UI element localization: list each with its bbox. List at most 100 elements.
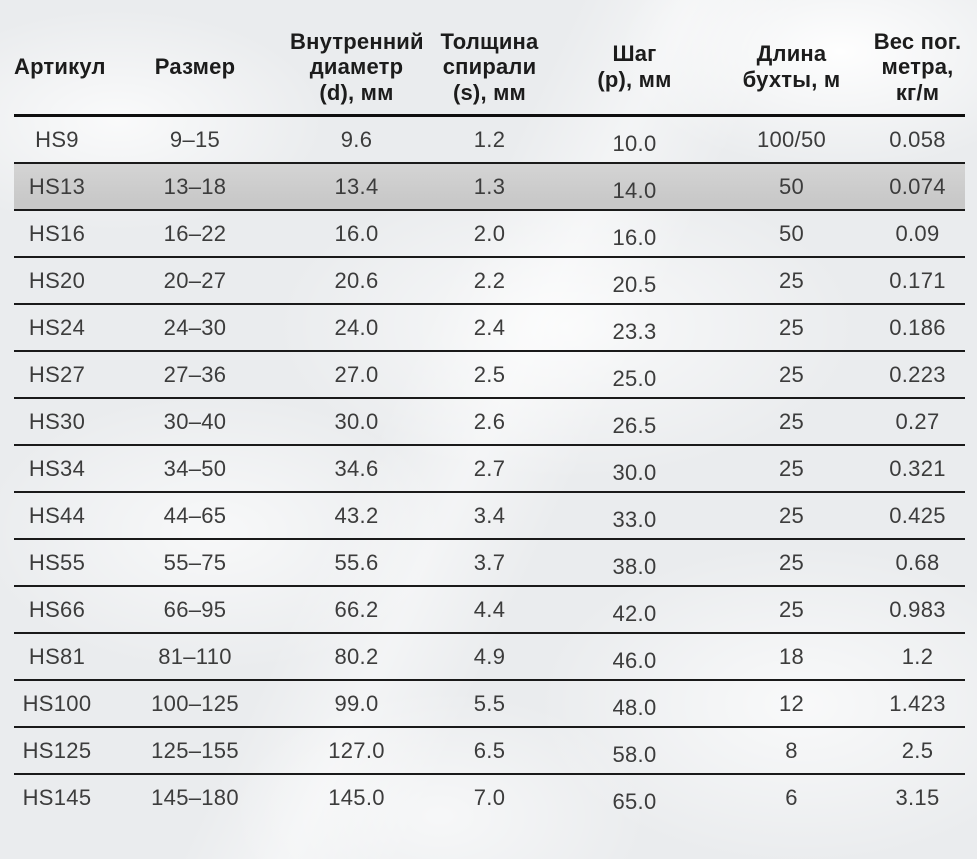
header-coil-length: Длина бухты, м [713, 20, 870, 117]
cell-spiral-thickness: 2.2 [423, 257, 556, 305]
cell-article: HS34 [14, 445, 100, 493]
cell-value: HS34 [28, 455, 86, 481]
cell-value: HS13 [28, 173, 86, 199]
cell-weight: 0.27 [870, 398, 965, 446]
cell-value: 3.7 [473, 549, 506, 575]
cell-value: 16–22 [163, 220, 227, 246]
cell-value: 50 [778, 173, 805, 199]
cell-inner-diameter: 127.0 [290, 727, 423, 775]
cell-value: 58.0 [612, 741, 657, 767]
cell-weight: 0.68 [870, 539, 965, 587]
table-header: Артикул Размер Внутренний диаметр (d), м… [14, 20, 965, 117]
cell-weight: 0.186 [870, 304, 965, 352]
cell-weight: 0.425 [870, 492, 965, 540]
cell-value: 8 [785, 737, 798, 763]
cell-coil-length: 25 [713, 445, 870, 493]
table-row: HS20 20–27 20.6 2.2 20.5 25 0.171 [14, 257, 965, 305]
cell-spiral-thickness: 2.0 [423, 210, 556, 258]
cell-value: 25 [778, 361, 805, 387]
cell-spiral-thickness: 7.0 [423, 774, 556, 820]
header-inner-diameter: Внутренний диаметр (d), мм [290, 20, 424, 117]
cell-article: HS44 [14, 492, 100, 540]
cell-value: 3.4 [473, 502, 506, 528]
cell-value: HS145 [22, 784, 92, 810]
cell-inner-diameter: 43.2 [290, 492, 423, 540]
cell-value: 18 [778, 643, 805, 669]
cell-value: 2.4 [473, 314, 506, 340]
cell-inner-diameter: 55.6 [290, 539, 423, 587]
table-row: HS145 145–180 145.0 7.0 65.0 6 3.15 [14, 774, 965, 820]
cell-value: HS30 [28, 408, 86, 434]
cell-value: 43.2 [334, 502, 379, 528]
cell-article: HS81 [14, 633, 100, 681]
cell-article: HS24 [14, 304, 100, 352]
cell-value: 81–110 [158, 643, 232, 669]
cell-coil-length: 12 [713, 680, 870, 728]
cell-value: 14.0 [612, 177, 657, 203]
cell-value: 9–15 [169, 126, 221, 152]
header-pitch: Шаг (p), мм [556, 20, 713, 117]
cell-article: HS9 [14, 115, 100, 164]
cell-value: 145.0 [328, 784, 385, 810]
cell-inner-diameter: 27.0 [290, 351, 423, 399]
cell-value: 0.171 [889, 267, 946, 293]
cell-coil-length: 25 [713, 351, 870, 399]
cell-pitch: 46.0 [556, 633, 713, 681]
cell-value: 1.2 [901, 643, 934, 669]
cell-spiral-thickness: 6.5 [423, 727, 556, 775]
cell-value: 66.2 [334, 596, 379, 622]
cell-coil-length: 25 [713, 304, 870, 352]
cell-value: 0.983 [889, 596, 946, 622]
cell-pitch: 30.0 [556, 445, 713, 493]
cell-size: 20–27 [100, 257, 290, 305]
cell-value: 1.423 [889, 690, 946, 716]
cell-weight: 1.423 [870, 680, 965, 728]
table-row: HS34 34–50 34.6 2.7 30.0 25 0.321 [14, 445, 965, 493]
cell-value: 55.6 [334, 549, 379, 575]
cell-value: 0.09 [895, 220, 940, 246]
cell-value: 65.0 [612, 788, 657, 814]
cell-value: 25 [778, 596, 805, 622]
cell-value: 2.2 [473, 267, 506, 293]
cell-size: 9–15 [100, 115, 290, 164]
cell-value: 25 [778, 549, 805, 575]
cell-weight: 0.09 [870, 210, 965, 258]
cell-value: HS9 [35, 126, 79, 152]
spec-table-body: HS9 9–15 9.6 1.2 10.0 100/50 0.058 HS13 13–18 13.… [14, 115, 965, 821]
cell-pitch: 10.0 [556, 115, 713, 164]
cell-inner-diameter: 99.0 [290, 680, 423, 728]
cell-value: 12 [778, 690, 805, 716]
cell-value: 100/50 [756, 126, 827, 152]
cell-value: 24.0 [334, 314, 379, 340]
cell-value: 4.9 [473, 643, 506, 669]
cell-value: 0.321 [889, 455, 946, 481]
table-row: HS81 81–110 80.2 4.9 46.0 18 1.2 [14, 633, 965, 681]
cell-value: 25 [778, 314, 805, 340]
cell-value: 25 [778, 455, 805, 481]
cell-coil-length: 100/50 [713, 115, 870, 164]
cell-pitch: 25.0 [556, 351, 713, 399]
cell-value: 0.223 [889, 361, 946, 387]
cell-article: HS55 [14, 539, 100, 587]
cell-value: 30–40 [163, 408, 227, 434]
cell-inner-diameter: 34.6 [290, 445, 423, 493]
cell-value: 55–75 [163, 549, 227, 575]
cell-pitch: 33.0 [556, 492, 713, 540]
header-weight: Вес пог. метра, кг/м [870, 20, 965, 117]
cell-value: HS81 [28, 643, 86, 669]
cell-pitch: 38.0 [556, 539, 713, 587]
cell-value: 20.5 [612, 271, 657, 297]
cell-weight: 0.058 [870, 115, 965, 164]
cell-coil-length: 25 [713, 586, 870, 634]
cell-value: 5.5 [473, 690, 506, 716]
cell-size: 24–30 [100, 304, 290, 352]
cell-size: 30–40 [100, 398, 290, 446]
cell-weight: 0.074 [870, 163, 965, 211]
table-row: HS13 13–18 13.4 1.3 14.0 50 0.074 [14, 163, 965, 211]
cell-spiral-thickness: 2.5 [423, 351, 556, 399]
cell-pitch: 58.0 [556, 727, 713, 775]
cell-pitch: 42.0 [556, 586, 713, 634]
cell-value: HS55 [28, 549, 86, 575]
cell-coil-length: 8 [713, 727, 870, 775]
cell-coil-length: 6 [713, 774, 870, 820]
